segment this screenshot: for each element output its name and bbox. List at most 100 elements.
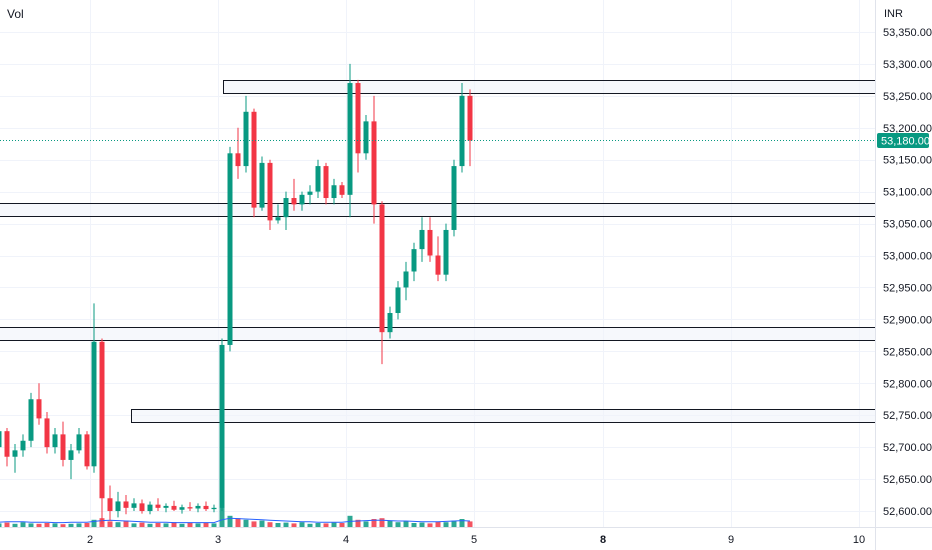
zone-box[interactable]	[131, 409, 876, 423]
volume-bar	[60, 524, 66, 527]
price-tick-label: 52,900.00	[883, 314, 932, 326]
candle-body	[76, 434, 82, 451]
candlesticks	[0, 63, 473, 524]
volume-bar	[339, 523, 345, 527]
volume-bar	[403, 521, 409, 527]
volume-bar	[435, 521, 441, 527]
volume-bar	[323, 523, 329, 527]
candle-body	[267, 162, 273, 221]
candle-body	[36, 399, 42, 419]
volume-bar	[139, 522, 145, 527]
candle-body	[203, 505, 209, 510]
price-tick-label: 53,200.00	[883, 123, 932, 135]
price-tick-label: 53,150.00	[883, 155, 932, 167]
candle-body	[323, 166, 329, 199]
volume-bar	[443, 522, 449, 527]
candle-body	[179, 507, 185, 510]
candle-body	[52, 434, 58, 448]
volume-bar	[68, 523, 74, 527]
price-tick-label: 53,250.00	[883, 91, 932, 103]
volume-bar	[4, 522, 10, 527]
zone-box[interactable]	[223, 80, 876, 94]
volume-bar	[0, 523, 2, 527]
volume-bar	[395, 522, 401, 527]
current-price-label: 53,180.00	[881, 136, 930, 148]
candle-body	[307, 191, 313, 195]
volume-bar	[227, 515, 233, 527]
volume-bar	[171, 522, 177, 527]
price-tick-label: 53,050.00	[883, 219, 932, 231]
time-tick-label: 10	[853, 534, 865, 546]
time-axis[interactable]: 2 3 4 5 8 9 10	[87, 534, 865, 546]
price-tick-label: 52,650.00	[883, 474, 932, 486]
volume-bar	[315, 523, 321, 527]
candle-body	[283, 198, 289, 218]
candle-body	[339, 185, 345, 195]
volume-bar	[211, 523, 217, 527]
currency-label[interactable]: INR	[884, 8, 903, 20]
volume-bar	[459, 519, 465, 527]
volume-bar	[235, 518, 241, 527]
time-tick-label: 5	[471, 534, 477, 546]
price-tick-label: 52,800.00	[883, 378, 932, 390]
volume-bar	[251, 521, 257, 527]
volume-bar	[163, 523, 169, 527]
volume-bar	[331, 522, 337, 527]
volume-bar	[123, 520, 129, 527]
zone-box[interactable]	[0, 327, 876, 341]
candle-body	[44, 418, 50, 448]
candle-body	[0, 431, 2, 448]
volume-bar	[36, 523, 42, 527]
volume-bar	[179, 523, 185, 527]
time-tick-label: 8	[600, 534, 606, 546]
candle-body	[419, 229, 425, 250]
price-tick-label: 52,850.00	[883, 346, 932, 358]
volume-bar	[91, 519, 97, 527]
volume-bar	[427, 523, 433, 527]
candle-body	[147, 504, 153, 512]
candle-body	[315, 166, 321, 192]
price-axis[interactable]: 53,350.0053,300.0053,250.0053,200.0053,1…	[883, 27, 932, 518]
price-tick-label: 53,300.00	[883, 59, 932, 71]
candle-body	[4, 431, 10, 457]
candle-body	[139, 503, 145, 512]
volume-bar	[107, 521, 113, 527]
candle-body	[443, 229, 449, 275]
volume-moving-average-line	[0, 517, 471, 524]
candle-body	[163, 505, 169, 508]
volume-bar	[371, 519, 377, 527]
volume-bar	[283, 522, 289, 527]
candle-body	[275, 217, 281, 221]
volume-bar	[387, 520, 393, 527]
volume-bar	[259, 520, 265, 527]
candle-body	[131, 503, 137, 508]
candle-body	[435, 255, 441, 275]
volume-bar	[267, 522, 273, 527]
volume-bar	[12, 523, 18, 527]
volume-bar	[187, 523, 193, 527]
price-tick-label: 53,350.00	[883, 27, 932, 39]
volume-bar	[115, 522, 121, 527]
price-tick-label: 53,000.00	[883, 251, 932, 263]
candle-body	[467, 95, 473, 141]
candle-body	[123, 501, 129, 508]
candle-body	[155, 504, 161, 508]
candle-body	[387, 313, 393, 333]
candle-body	[107, 498, 113, 512]
time-tick-label: 3	[215, 534, 221, 546]
candle-body	[187, 507, 193, 509]
candle-body	[427, 229, 433, 256]
volume-bar	[76, 523, 82, 527]
volume-bar	[243, 519, 249, 527]
zone-box[interactable]	[0, 203, 876, 217]
candle-body	[299, 194, 305, 205]
volume-bar	[155, 523, 161, 527]
volume-bar	[131, 523, 137, 527]
volume-bar	[44, 523, 50, 527]
volume-bar	[467, 521, 473, 527]
candle-body	[395, 287, 401, 314]
candle-body	[331, 185, 337, 199]
candle-body	[227, 153, 233, 345]
candle-body	[68, 450, 74, 460]
